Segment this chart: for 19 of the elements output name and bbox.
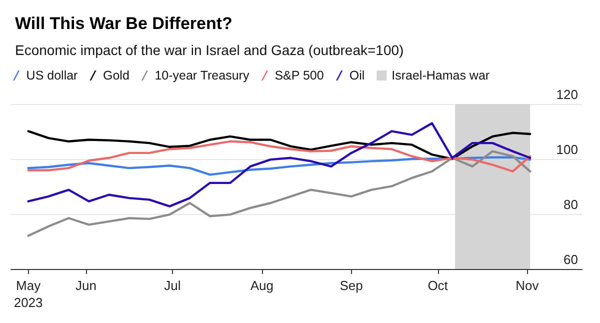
chart-subtitle: Economic impact of the war in Israel and Gaza (outbreak=100)	[15, 42, 404, 58]
y-tick-label: 100	[556, 142, 578, 157]
legend-label: Oil	[349, 68, 365, 82]
y-tick-label: 60	[564, 252, 578, 267]
x-tick-label: Jul	[164, 278, 181, 293]
legend-label: Gold	[103, 68, 130, 82]
legend-label: Israel-Hamas war	[392, 68, 490, 82]
legend-label: S&P 500	[274, 68, 324, 82]
x-tick-label: Jun	[75, 278, 96, 293]
x-tick-label: Sep	[340, 278, 363, 293]
legend-label: 10-year Treasury	[154, 68, 250, 82]
y-tick-label: 120	[556, 87, 578, 102]
x-tick-label: May 2023	[14, 278, 43, 310]
legend-label: US dollar	[26, 68, 78, 82]
x-tick-label: Aug	[250, 278, 274, 293]
x-tick-label: Oct	[428, 278, 448, 293]
chart-title: Will This War Be Different?	[15, 14, 232, 33]
y-tick-label: 80	[564, 197, 578, 212]
x-tick-label: Nov	[516, 278, 540, 293]
